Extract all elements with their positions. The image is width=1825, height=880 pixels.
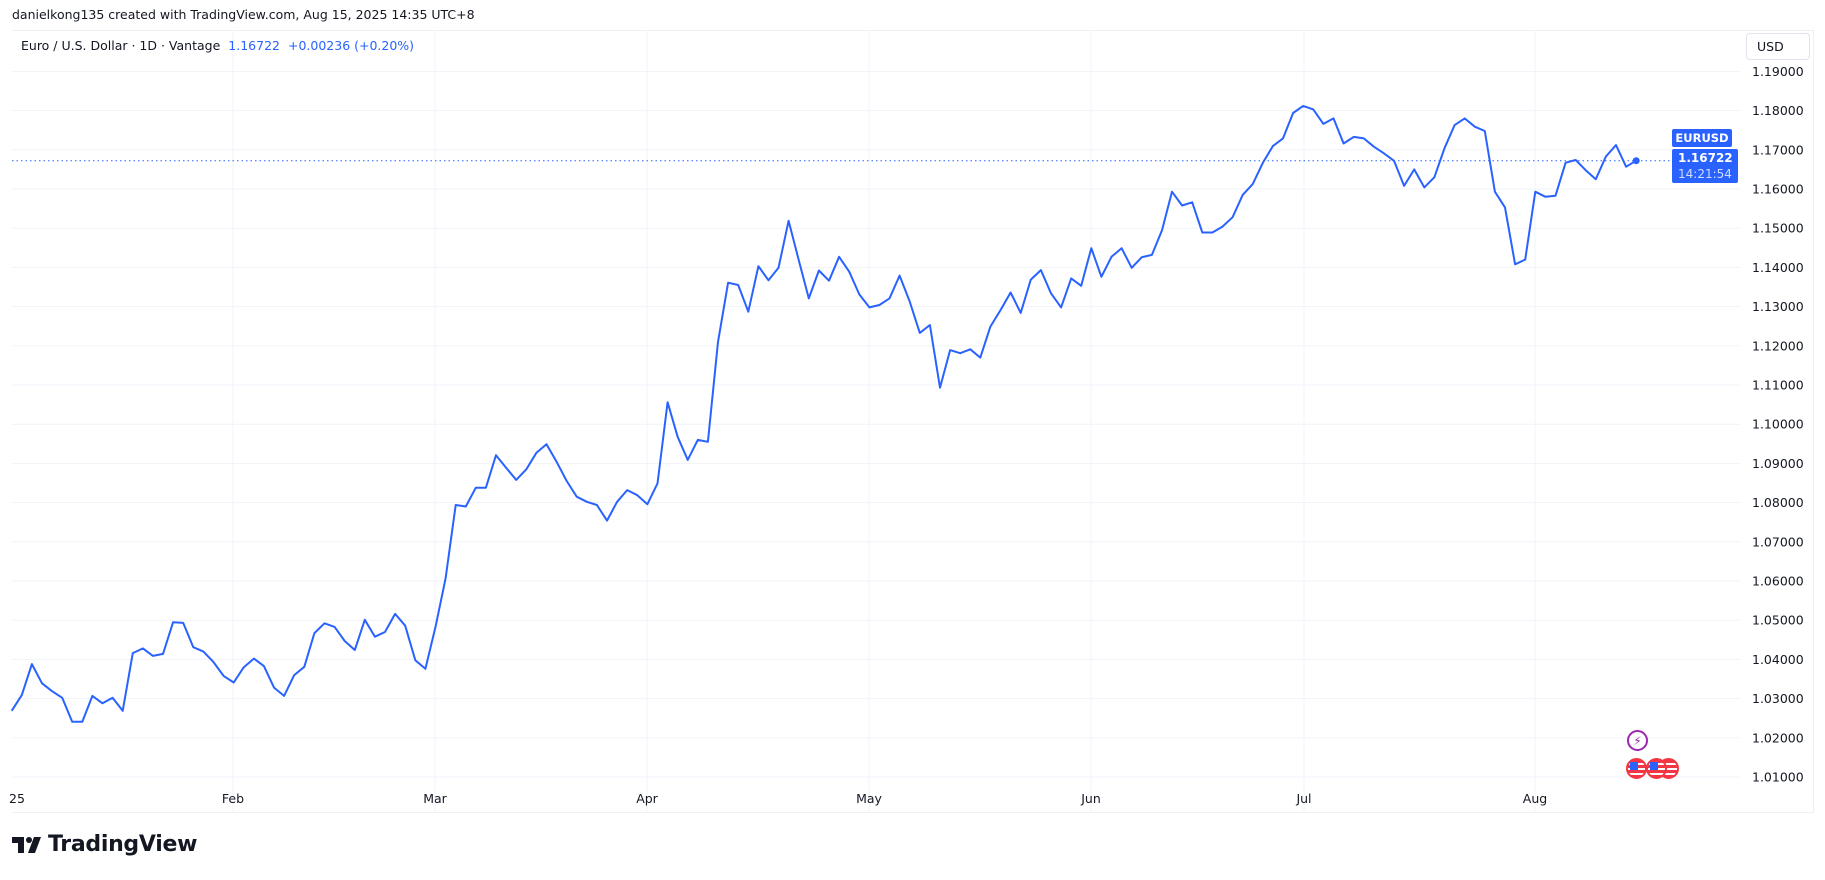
y-tick-label: 1.07000 [1752,534,1804,549]
tradingview-logo[interactable]: TradingView [12,832,197,857]
legend-change: +0.00236 (+0.20%) [287,38,415,53]
last-price-dot [1632,157,1640,165]
y-tick-label: 1.14000 [1752,260,1804,275]
y-tick-label: 1.03000 [1752,691,1804,706]
x-tick-label: Apr [636,791,658,806]
y-tick-label: 1.10000 [1752,417,1804,432]
last-price-box: 1.16722 14:21:54 [1672,149,1738,183]
logo-text: TradingView [48,832,198,857]
us-flag-icon[interactable] [1626,758,1647,779]
y-tick-label: 1.01000 [1752,770,1804,785]
y-tick-label: 1.19000 [1752,64,1804,79]
y-tick-label: 1.09000 [1752,456,1804,471]
currency-button[interactable]: USD [1746,33,1810,60]
y-tick-label: 1.11000 [1752,378,1804,393]
bar-countdown: 14:21:54 [1678,167,1732,181]
series-line-eurusd [10,104,1637,723]
price-axis: 1.19000 1.18000 1.17000 1.16000 1.15000 1.140… [1752,64,1804,785]
y-tick-label: 1.06000 [1752,574,1804,589]
lightning-icon[interactable]: ⚡︎ [1627,730,1648,751]
time-axis: 25 Feb Mar Apr May Jun Jul Aug [9,791,1547,806]
x-tick-label: May [856,791,882,806]
legend-title: Euro / U.S. Dollar · 1D · Vantage [21,38,221,53]
x-tick-label: Jul [1295,791,1311,806]
y-tick-label: 1.18000 [1752,103,1804,118]
y-tick-label: 1.17000 [1752,142,1804,157]
grid [12,30,1740,813]
y-tick-label: 1.15000 [1752,221,1804,236]
y-tick-label: 1.05000 [1752,613,1804,628]
symbol-price-label: EURUSD [1672,129,1732,147]
us-flag-icon[interactable] [1646,758,1667,779]
tradingview-logo-icon [12,836,41,853]
x-tick-label: Feb [222,791,244,806]
chart-frame [12,30,1814,813]
x-tick-label: Jun [1080,791,1101,806]
data-points [12,106,1637,722]
last-price-value: 1.16722 [1678,151,1733,165]
x-tick-label: Mar [423,791,447,806]
y-tick-label: 1.16000 [1752,182,1804,197]
y-tick-label: 1.04000 [1752,652,1804,667]
y-tick-label: 1.12000 [1752,338,1804,353]
symbol-legend[interactable]: Euro / U.S. Dollar · 1D · Vantage 1.1672… [21,38,414,53]
x-tick-label: 25 [9,791,25,806]
y-tick-label: 1.02000 [1752,730,1804,745]
chart-credit: danielkong135 created with TradingView.c… [12,7,475,22]
y-tick-label: 1.13000 [1752,299,1804,314]
legend-last-price: 1.16722 [228,38,280,53]
x-tick-label: Aug [1523,791,1547,806]
y-tick-label: 1.08000 [1752,495,1804,510]
